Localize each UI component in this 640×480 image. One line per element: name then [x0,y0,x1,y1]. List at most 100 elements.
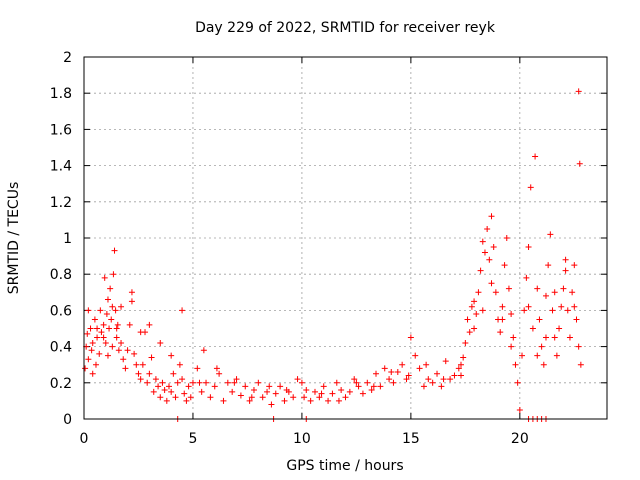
data-point [231,379,238,386]
data-point [203,379,210,386]
data-point [373,370,380,377]
data-point [133,361,140,368]
data-point [120,356,127,363]
data-point [460,354,467,361]
data-point [542,292,549,299]
data-point [94,334,101,341]
data-point [534,285,541,292]
data-point [220,397,227,404]
x-tick-label: 20 [511,431,529,447]
data-point [187,394,194,401]
data-point [152,376,159,383]
data-point [512,361,519,368]
data-point [477,267,484,274]
data-point [521,307,528,314]
data-point [113,325,120,332]
data-point [176,361,183,368]
data-point [479,238,486,245]
data-point [447,376,454,383]
data-point [484,225,491,232]
data-point [499,316,506,323]
data-point [170,370,177,377]
data-point [353,379,360,386]
data-point [163,397,170,404]
data-point [577,361,584,368]
data-point [131,350,138,357]
data-point [200,347,207,354]
data-point [488,280,495,287]
data-point [100,334,107,341]
data-point [85,307,92,314]
data-point [571,262,578,269]
y-tick-labels: 0 0.2 0.4 0.6 0.8 1 1.2 1.4 1.6 1.8 2 [50,50,72,428]
data-point [466,329,473,336]
data-point [126,321,133,328]
data-point [283,387,290,394]
data-point [115,347,122,354]
data-point [157,394,164,401]
data-point [118,303,125,310]
data-point [161,387,168,394]
data-point [172,394,179,401]
data-point [91,316,98,323]
data-point [405,372,412,379]
data-point [364,379,371,386]
data-point [536,316,543,323]
data-point [114,321,121,328]
data-point [525,244,532,251]
data-series [82,88,584,422]
data-point [207,394,214,401]
data-point [571,303,578,310]
data-point [457,361,464,368]
data-point [168,388,175,395]
data-point [492,289,499,296]
data-point [108,316,115,323]
data-point [329,390,336,397]
data-point [503,235,510,241]
y-tick-label: 1.6 [50,122,72,138]
x-tick-label: 10 [293,431,311,447]
data-point [425,376,432,383]
data-point [290,394,297,401]
data-point [545,262,552,269]
data-point [281,397,288,404]
chart-title: Day 229 of 2022, SRMTID for receiver rey… [195,20,496,36]
data-point [264,388,271,395]
data-point [84,330,91,337]
data-point [104,352,111,359]
y-axis-label: SRMTID / TECUs [6,182,22,295]
data-point [250,387,257,394]
data-point [106,325,113,332]
data-point [407,334,414,341]
data-point [505,285,512,292]
data-point [368,387,375,394]
data-point [440,376,447,383]
data-point [558,303,565,310]
data-point [473,311,480,318]
data-point [438,383,445,390]
data-point [457,372,464,379]
data-point [455,365,462,372]
data-point [420,383,427,390]
data-point [155,383,162,390]
data-point [333,379,340,386]
data-point [399,361,406,368]
data-point [318,390,325,397]
data-point [213,365,220,372]
data-point [159,379,166,386]
data-point [88,347,95,354]
data-point [342,394,349,401]
plot-frame [83,56,608,420]
y-tick-label: 2 [63,50,72,66]
data-point [137,329,144,336]
data-point [501,262,508,269]
data-point [89,370,96,377]
data-point [124,347,131,354]
data-point [464,316,471,323]
data-point [98,329,105,336]
data-point [277,383,284,390]
data-point [386,376,393,383]
data-point [122,365,129,372]
data-point [519,352,526,359]
data-point [370,383,377,390]
